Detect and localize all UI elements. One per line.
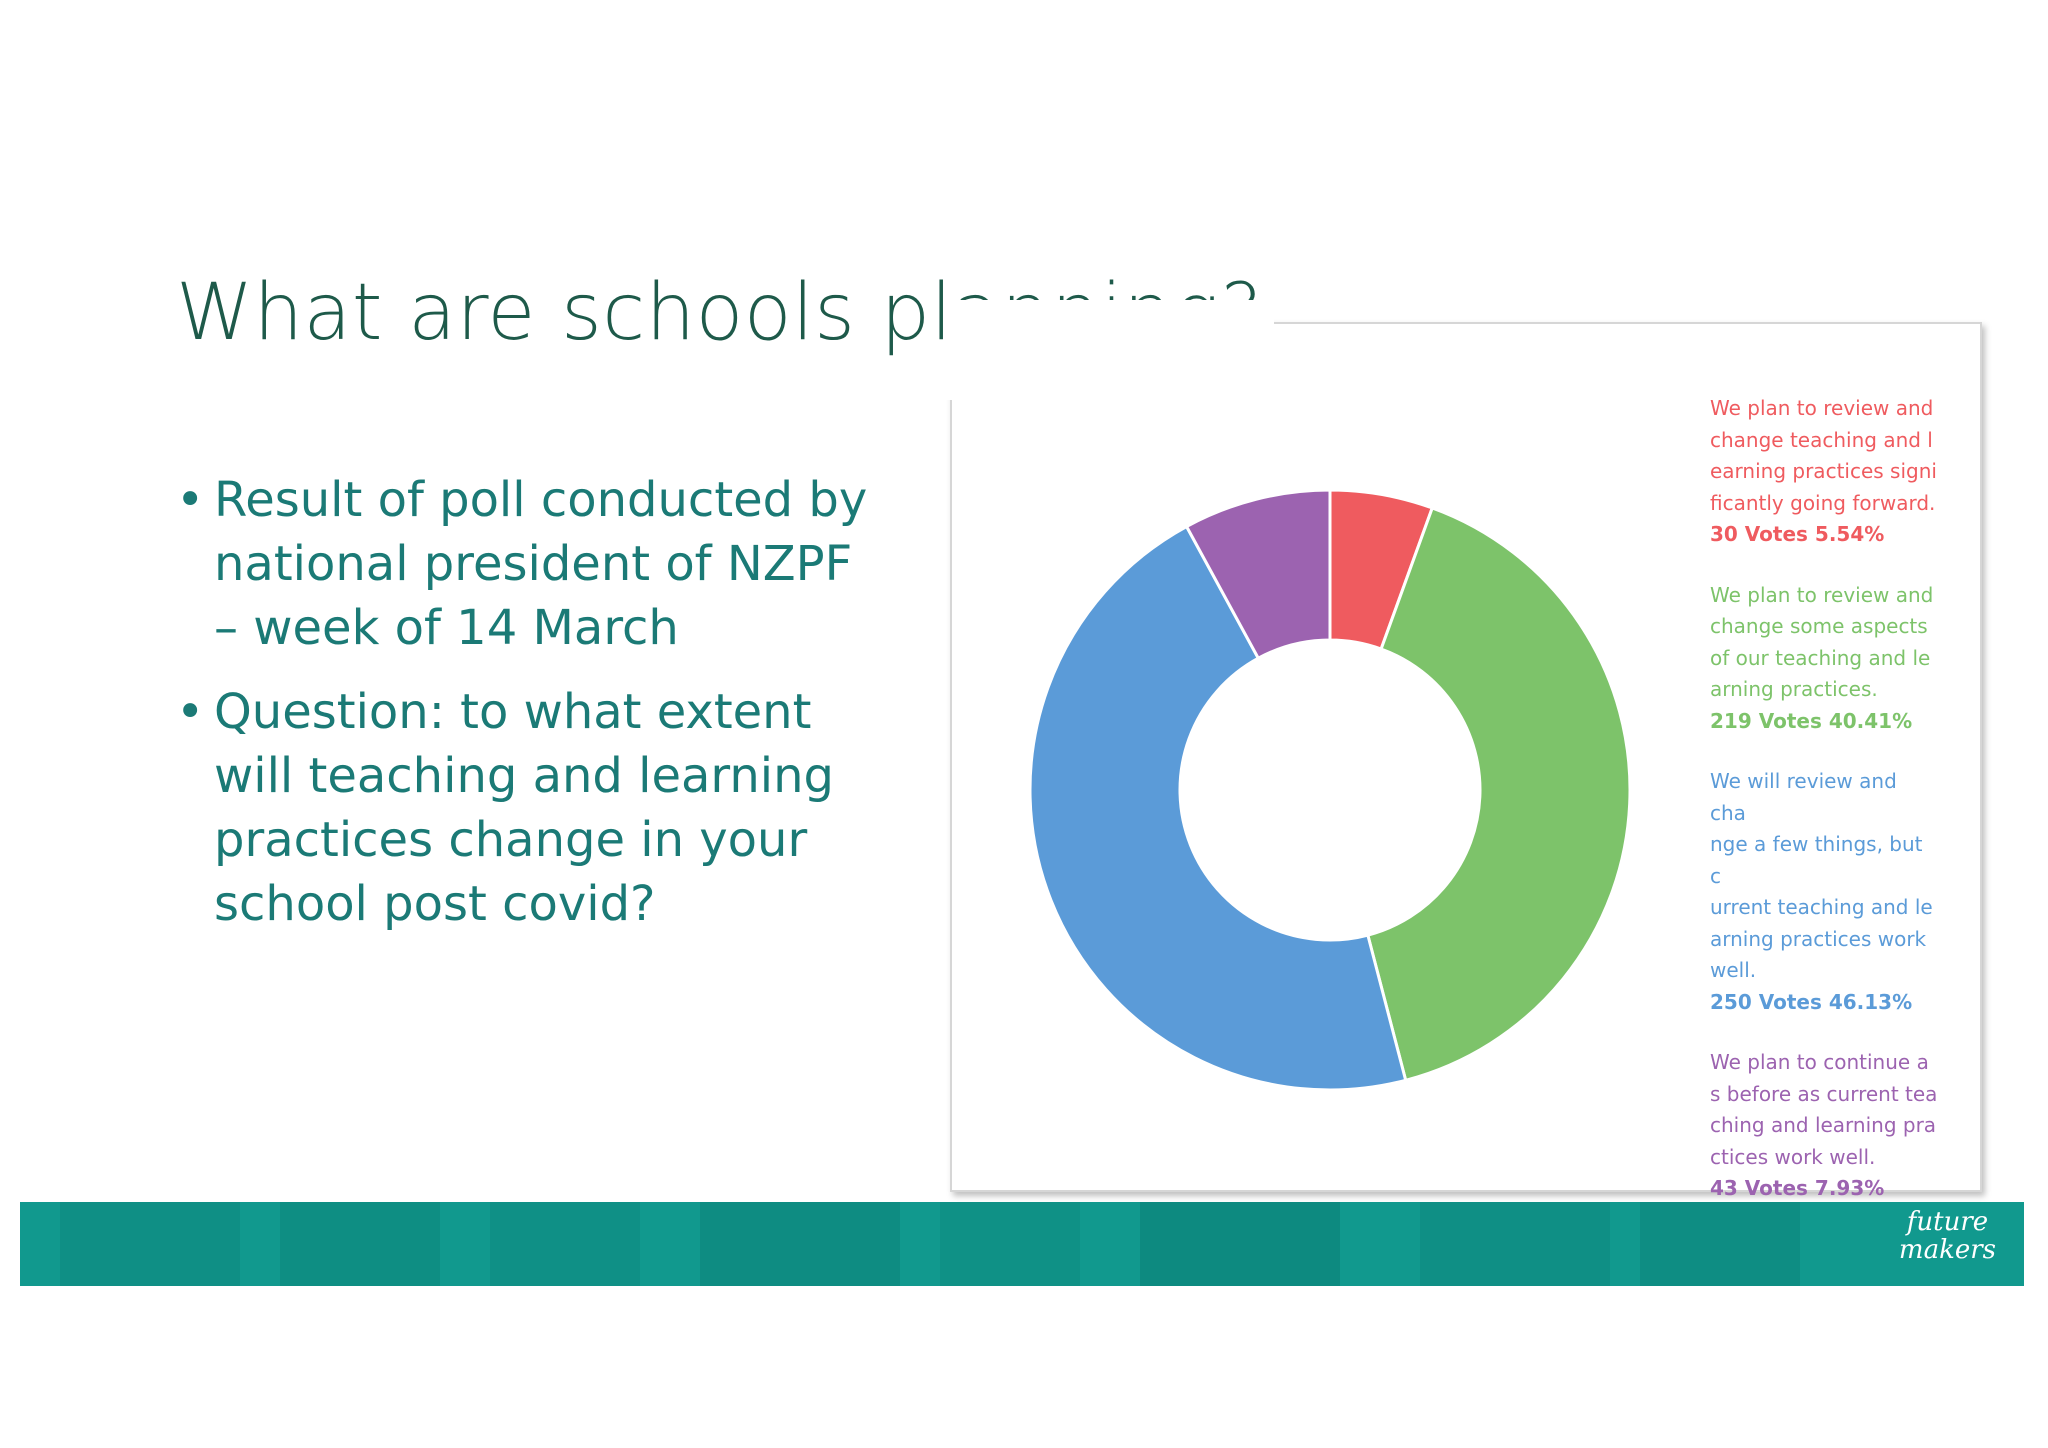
bullet-item-poll: • Result of poll conducted by national pr…: [176, 468, 876, 660]
footer-banner: future makers: [20, 1202, 2024, 1286]
legend-label-line: ficantly going forward.: [1710, 490, 1936, 515]
banner-photo-strip: [280, 1202, 440, 1286]
legend-item-3: We will review and cha nge a few things, …: [1710, 766, 1938, 1018]
donut-slice-3: [1028, 524, 1408, 1092]
legend-item-1: We plan to review and change teaching and…: [1710, 393, 1938, 551]
legend-label-line: earning practices signi: [1710, 459, 1937, 483]
legend-votes: 43 Votes 7.93%: [1710, 1176, 1885, 1200]
legend-label-line: ctices work well.: [1710, 1144, 1876, 1169]
future-makers-logo: future makers: [1899, 1208, 1996, 1264]
bullet-item-question: • Question: to what extent will teaching …: [176, 680, 876, 936]
legend-label-line: arning practices.: [1710, 677, 1878, 701]
legend-label-line: nge a few things, but c: [1710, 832, 1923, 888]
legend-votes: 250 Votes 46.13%: [1710, 989, 1913, 1014]
banner-photo-strip: [700, 1202, 900, 1286]
legend-label-line: urrent teaching and le: [1710, 895, 1933, 919]
legend-label-line: We plan to continue a: [1710, 1050, 1929, 1074]
legend-item-2: We plan to review and change some aspects…: [1710, 580, 1938, 738]
legend-label-line: We plan to review and: [1710, 582, 1934, 607]
bullet-list: • Result of poll conducted by national pr…: [176, 468, 876, 956]
banner-photo-strip: [60, 1202, 240, 1286]
legend-votes: 219 Votes 40.41%: [1710, 708, 1913, 733]
legend-label-line: arning practices work: [1710, 926, 1927, 951]
legend-item-4: We plan to continue a s before as current…: [1710, 1047, 1938, 1205]
legend-label-line: change teaching and l: [1710, 427, 1933, 452]
legend-label-line: We plan to review and: [1710, 396, 1934, 420]
panel-corner-cover: [944, 300, 1274, 400]
banner-photo-strip: [1420, 1202, 1610, 1286]
legend-label-line: well.: [1710, 958, 1757, 982]
legend-votes: 30 Votes 5.54%: [1710, 522, 1885, 546]
legend-label-line: change some aspects: [1710, 614, 1928, 638]
banner-photo-strip: [940, 1202, 1080, 1286]
bullet-text-poll: Result of poll conducted by national pre…: [214, 472, 868, 656]
donut-slice-4: [1184, 488, 1332, 661]
bullet-text-question: Question: to what extent will teaching a…: [214, 684, 834, 932]
donut-chart: [1028, 488, 1632, 1092]
bullet-dot: •: [176, 472, 205, 528]
logo-line-1: future: [1906, 1207, 1989, 1237]
banner-photo-strip: [1140, 1202, 1340, 1286]
logo-line-2: makers: [1898, 1235, 1996, 1265]
bullet-dot: •: [176, 684, 205, 740]
legend-label-line: s before as current tea: [1710, 1081, 1938, 1106]
banner-photo-strip: [490, 1202, 640, 1286]
legend-label-line: ching and learning pra: [1710, 1113, 1937, 1137]
legend-label-line: We will review and cha: [1710, 769, 1897, 825]
donut-slice-2: [1366, 506, 1632, 1083]
banner-photo-strip: [1640, 1202, 1800, 1286]
chart-legend: We plan to review and change teaching and…: [1710, 393, 1938, 1234]
legend-label-line: of our teaching and le: [1710, 645, 1931, 670]
